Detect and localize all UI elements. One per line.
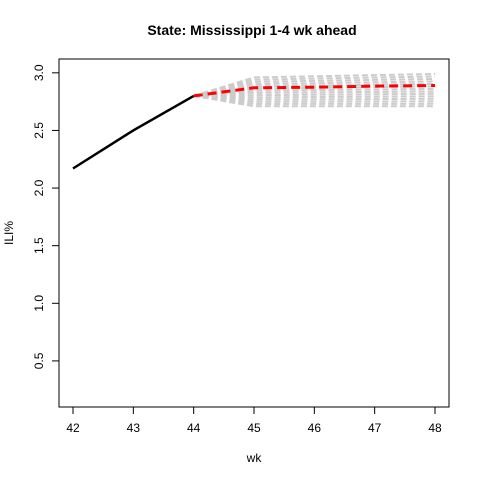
y-tick-label: 2.5 — [32, 122, 46, 139]
x-tick-label: 44 — [187, 421, 201, 435]
x-axis: 42 43 44 45 46 47 48 — [66, 406, 442, 435]
y-tick-label: 1.5 — [32, 237, 46, 254]
ensemble-line — [193, 94, 436, 99]
x-tick-label: 46 — [308, 421, 322, 435]
ensemble-line — [193, 77, 436, 97]
x-axis-label: wk — [246, 451, 263, 465]
ensemble-line — [193, 94, 436, 106]
ensemble-line — [193, 73, 436, 97]
ensemble-line — [193, 87, 436, 97]
ensemble-line — [193, 94, 436, 101]
plot-frame — [58, 58, 450, 408]
observed-line — [72, 94, 195, 170]
y-tick-label: 1.0 — [32, 295, 46, 312]
x-tick-label: 42 — [66, 421, 80, 435]
forecast-mean-line — [193, 84, 436, 98]
ensemble-line — [193, 90, 436, 97]
ensemble-line — [193, 80, 436, 97]
y-tick-label: 3.0 — [32, 64, 46, 81]
x-tick-label: 47 — [368, 421, 382, 435]
y-axis-label: ILI% — [2, 221, 16, 245]
ensemble-line — [193, 94, 436, 103]
y-tick-label: 0.5 — [32, 352, 46, 369]
x-tick-label: 45 — [247, 421, 261, 435]
y-axis: 0.5 1.0 1.5 2.0 2.5 3.0 — [32, 64, 60, 369]
ensemble-trajectories — [193, 73, 436, 108]
x-tick-label: 43 — [127, 421, 141, 435]
x-tick-label: 48 — [428, 421, 442, 435]
chart-title: State: Mississippi 1-4 wk ahead — [147, 22, 356, 38]
y-tick-label: 2.0 — [32, 179, 46, 196]
series-lines — [72, 84, 436, 170]
ensemble-line — [193, 92, 436, 97]
ensemble-line — [193, 94, 435, 108]
ensemble-line — [193, 75, 436, 97]
